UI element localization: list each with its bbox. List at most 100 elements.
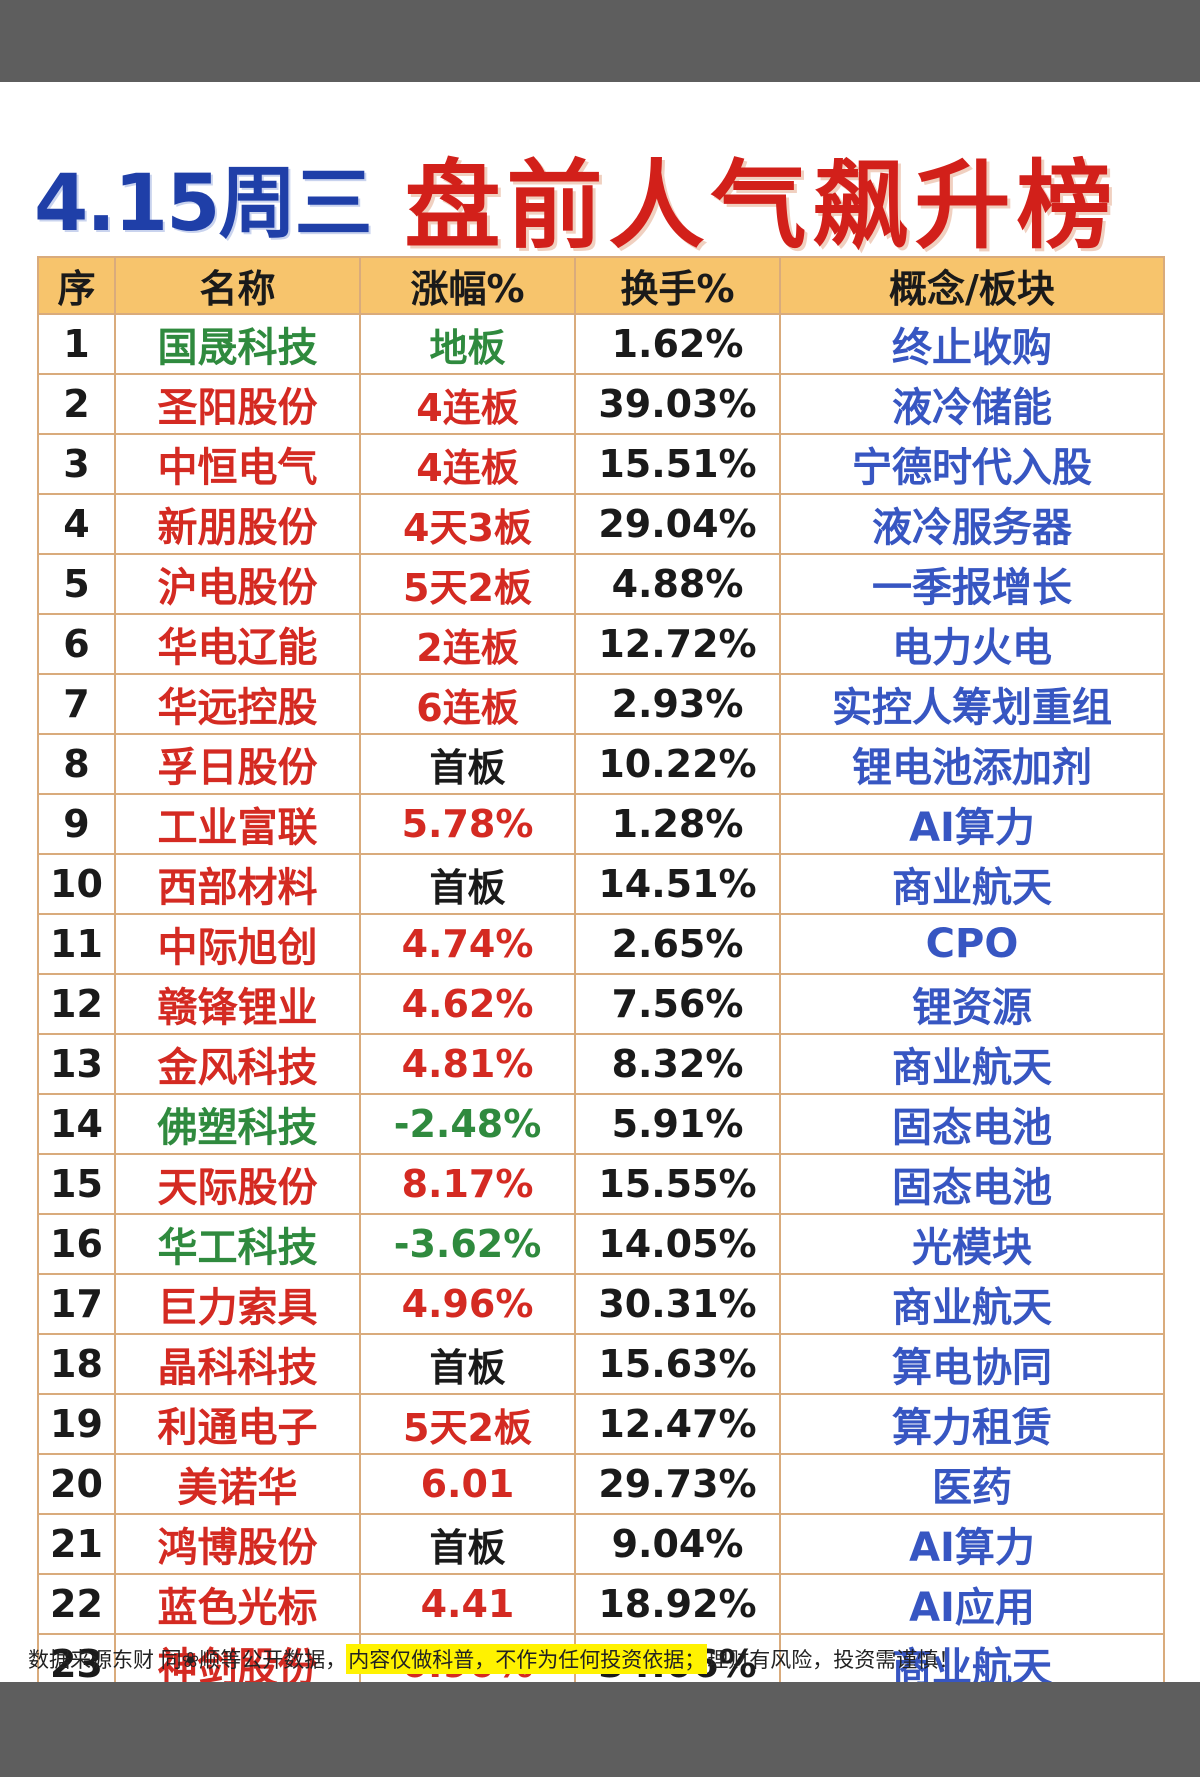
change-value: 首板 [359,1513,576,1575]
concept-tag: 实控人筹划重组 [779,673,1165,735]
row-index: 1 [37,313,116,375]
turnover-value: 30.31% [574,1273,781,1335]
turnover-value: 1.62% [574,313,781,375]
row-index: 15 [37,1153,116,1215]
stock-name: 孚日股份 [114,733,361,795]
table-row: 12 赣锋锂业 4.62% 7.56% 锂资源 [37,973,1165,1035]
turnover-value: 14.51% [574,853,781,915]
concept-tag: 电力火电 [779,613,1165,675]
stock-name: 蓝色光标 [114,1573,361,1635]
change-value: 2连板 [359,613,576,675]
table-row: 16 华工科技 -3.62% 14.05% 光模块 [37,1213,1165,1275]
change-value: 4连板 [359,433,576,495]
stock-name: 利通电子 [114,1393,361,1455]
footer-source: 数据来源东财 同❀顺等公开数据， [28,1648,347,1672]
table-row: 11 中际旭创 4.74% 2.65% CPO [37,913,1165,975]
row-index: 17 [37,1273,116,1335]
change-value: 地板 [359,313,576,375]
row-index: 9 [37,793,116,855]
stock-name: 佛塑科技 [114,1093,361,1155]
title-date: 4.15周三 [34,159,372,249]
change-value: 首板 [359,853,576,915]
stock-name: 晶科科技 [114,1333,361,1395]
change-value: 4.81% [359,1033,576,1095]
turnover-value: 9.04% [574,1513,781,1575]
ranking-table: 序 名称 涨幅% 换手% 概念/板块 1 国晟科技 地板 1.62% 终止收购 2 圣阳股份… [37,256,1165,1695]
row-index: 6 [37,613,116,675]
turnover-value: 4.88% [574,553,781,615]
table-row: 18 晶科科技 首板 15.63% 算电协同 [37,1333,1165,1395]
table-row: 10 西部材料 首板 14.51% 商业航天 [37,853,1165,915]
change-value: 5.78% [359,793,576,855]
header-index: 序 [37,256,116,315]
page-title: 4.15周三 盘前人气飙升榜 [34,122,1174,272]
turnover-value: 29.73% [574,1453,781,1515]
change-value: 5天2板 [359,553,576,615]
concept-tag: 商业航天 [779,853,1165,915]
stock-name: 赣锋锂业 [114,973,361,1035]
concept-tag: 商业航天 [779,1033,1165,1095]
table-row: 22 蓝色光标 4.41 18.92% AI应用 [37,1573,1165,1635]
stock-name: 中际旭创 [114,913,361,975]
table-header-row: 序 名称 涨幅% 换手% 概念/板块 [37,256,1165,315]
turnover-value: 7.56% [574,973,781,1035]
concept-tag: 液冷服务器 [779,493,1165,555]
concept-tag: 固态电池 [779,1153,1165,1215]
footer-note: 数据来源东财 同❀顺等公开数据， 内容仅做科普，不作为任何投资依据； 理财有风险… [28,1639,1178,1679]
row-index: 5 [37,553,116,615]
footer-disclaimer: 内容仅做科普，不作为任何投资依据； [346,1644,708,1674]
turnover-value: 12.72% [574,613,781,675]
ranking-sheet: 4.15周三 盘前人气飙升榜 序 名称 涨幅% 换手% 概念/板块 1 国晟科技地… [0,82,1200,1695]
change-value: 4.41 [359,1573,576,1635]
table-body: 1 国晟科技 地板 1.62% 终止收购 2 圣阳股份 4连板 39.03% 液冷储能 3 中恒电气 4… [37,313,1165,1695]
concept-tag: AI应用 [779,1573,1165,1635]
concept-tag: 终止收购 [779,313,1165,375]
turnover-value: 10.22% [574,733,781,795]
row-index: 22 [37,1573,116,1635]
row-index: 4 [37,493,116,555]
concept-tag: 医药 [779,1453,1165,1515]
turnover-value: 39.03% [574,373,781,435]
change-value: 4天3板 [359,493,576,555]
change-value: -3.62% [359,1213,576,1275]
turnover-value: 15.63% [574,1333,781,1395]
table-row: 3 中恒电气 4连板 15.51% 宁德时代入股 [37,433,1165,495]
turnover-value: 8.32% [574,1033,781,1095]
concept-tag: AI算力 [779,793,1165,855]
change-value: 6连板 [359,673,576,735]
bottom-margin-bar [0,1682,1200,1777]
concept-tag: 算电协同 [779,1333,1165,1395]
change-value: 4.62% [359,973,576,1035]
row-index: 7 [37,673,116,735]
header-concept: 概念/板块 [779,256,1165,315]
stock-name: 中恒电气 [114,433,361,495]
top-margin-bar [0,0,1200,82]
header-turnover: 换手% [574,256,781,315]
table-row: 17 巨力索具 4.96% 30.31% 商业航天 [37,1273,1165,1335]
table-row: 19 利通电子 5天2板 12.47% 算力租赁 [37,1393,1165,1455]
concept-tag: 锂资源 [779,973,1165,1035]
row-index: 14 [37,1093,116,1155]
row-index: 8 [37,733,116,795]
header-name: 名称 [114,256,361,315]
row-index: 19 [37,1393,116,1455]
stock-name: 沪电股份 [114,553,361,615]
footer-risk: 理财有风险，投资需谨慎！ [707,1648,960,1672]
concept-tag: 宁德时代入股 [779,433,1165,495]
table-row: 20 美诺华 6.01 29.73% 医药 [37,1453,1165,1515]
turnover-value: 1.28% [574,793,781,855]
stock-name: 新朋股份 [114,493,361,555]
change-value: 首板 [359,733,576,795]
row-index: 10 [37,853,116,915]
table-row: 7 华远控股 6连板 2.93% 实控人筹划重组 [37,673,1165,735]
stock-name: 美诺华 [114,1453,361,1515]
stock-name: 工业富联 [114,793,361,855]
change-value: 8.17% [359,1153,576,1215]
stock-name: 华电辽能 [114,613,361,675]
turnover-value: 18.92% [574,1573,781,1635]
turnover-value: 2.65% [574,913,781,975]
row-index: 13 [37,1033,116,1095]
concept-tag: CPO [779,913,1165,975]
change-value: 5天2板 [359,1393,576,1455]
table-row: 1 国晟科技 地板 1.62% 终止收购 [37,313,1165,375]
